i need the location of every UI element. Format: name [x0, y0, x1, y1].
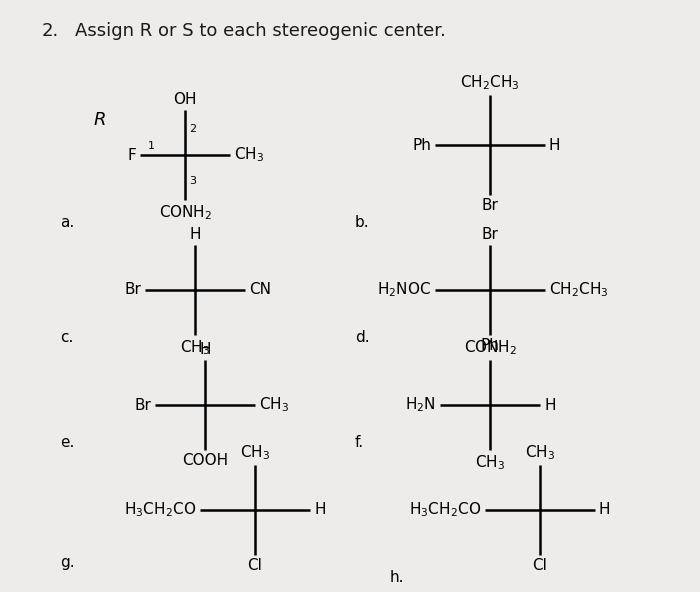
Text: CH$_3$: CH$_3$	[475, 453, 505, 472]
Text: CH$_2$CH$_3$: CH$_2$CH$_3$	[549, 281, 609, 300]
Text: H$_3$CH$_2$CO: H$_3$CH$_2$CO	[409, 501, 481, 519]
Text: Ph: Ph	[412, 137, 431, 153]
Text: H: H	[544, 397, 556, 413]
Text: Br: Br	[134, 397, 151, 413]
Text: CONH$_2$: CONH$_2$	[463, 338, 517, 357]
Text: H$_2$N: H$_2$N	[405, 395, 436, 414]
Text: CH$_2$CH$_3$: CH$_2$CH$_3$	[460, 73, 520, 92]
Text: CH$_3$: CH$_3$	[240, 443, 270, 462]
Text: Ph: Ph	[481, 338, 499, 353]
Text: b.: b.	[355, 215, 370, 230]
Text: 2: 2	[189, 124, 196, 134]
Text: h.: h.	[390, 570, 405, 585]
Text: Cl: Cl	[248, 558, 262, 573]
Text: H: H	[549, 137, 561, 153]
Text: CONH$_2$: CONH$_2$	[159, 203, 211, 221]
Text: H$_2$NOC: H$_2$NOC	[377, 281, 431, 300]
Text: f.: f.	[355, 435, 364, 450]
Text: Br: Br	[482, 198, 498, 213]
Text: F: F	[127, 147, 136, 162]
Text: Assign R or S to each stereogenic center.: Assign R or S to each stereogenic center…	[75, 22, 446, 40]
Text: H$_3$CH$_2$CO: H$_3$CH$_2$CO	[124, 501, 196, 519]
Text: H: H	[314, 503, 326, 517]
Text: e.: e.	[60, 435, 74, 450]
Text: Br: Br	[124, 282, 141, 298]
Text: c.: c.	[60, 330, 74, 345]
Text: CH$_3$: CH$_3$	[180, 338, 210, 357]
Text: 1: 1	[148, 141, 155, 151]
Text: OH: OH	[174, 92, 197, 107]
Text: 2.: 2.	[42, 22, 60, 40]
Text: Cl: Cl	[533, 558, 547, 573]
Text: CH$_3$: CH$_3$	[525, 443, 555, 462]
Text: Br: Br	[482, 227, 498, 242]
Text: d.: d.	[355, 330, 370, 345]
Text: CH$_3$: CH$_3$	[259, 395, 289, 414]
Text: H: H	[189, 227, 201, 242]
Text: a.: a.	[60, 215, 74, 230]
Text: CH$_3$: CH$_3$	[234, 146, 264, 165]
Text: H: H	[199, 342, 211, 357]
Text: H: H	[599, 503, 610, 517]
Text: COOH: COOH	[182, 453, 228, 468]
Text: R: R	[94, 111, 106, 129]
Text: g.: g.	[60, 555, 75, 570]
Text: CN: CN	[249, 282, 271, 298]
Text: 3: 3	[189, 176, 196, 186]
